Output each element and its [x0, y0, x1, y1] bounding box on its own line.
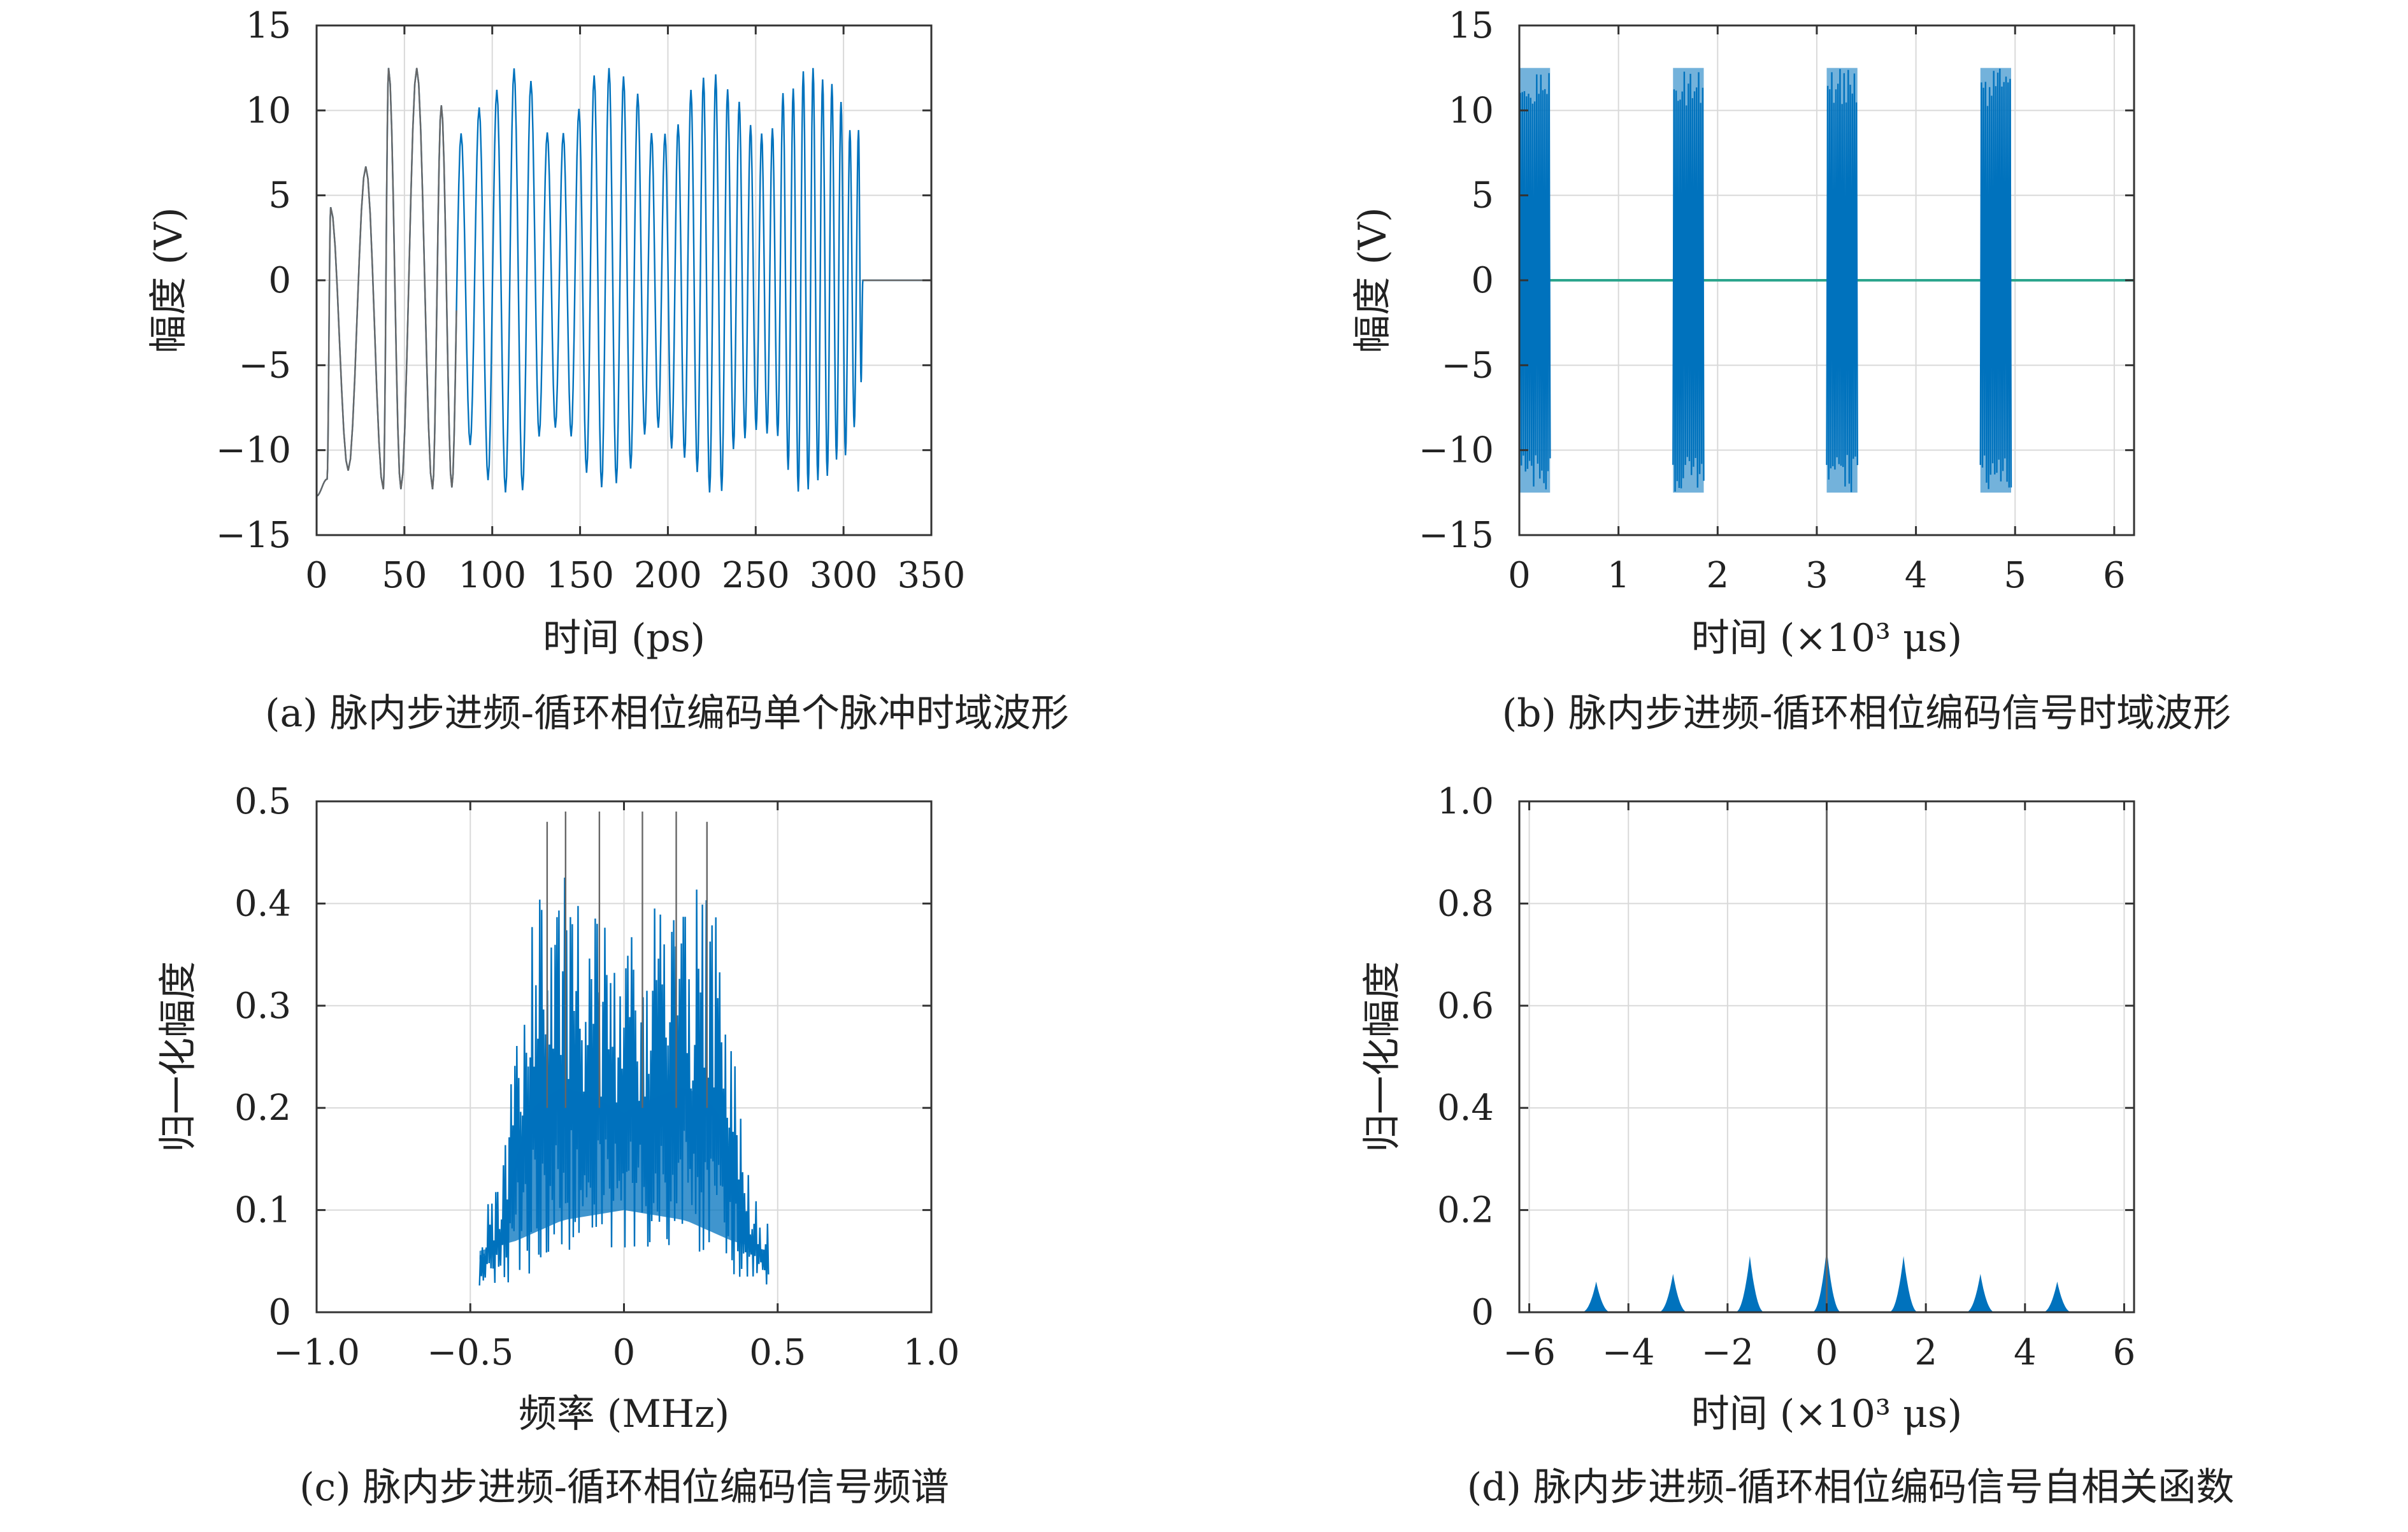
y-tick-label: 0: [1471, 1292, 1494, 1333]
x-axis-label: 时间 (×10³ μs): [1691, 1392, 1962, 1436]
chart-b: 0 1 2 3 4 5 6 −15 −10 −5 0 5 10 15 时间 (×10³ μs) 幅度 (V) (…: [1351, 5, 2231, 736]
x-tick-label: 6: [2113, 1332, 2136, 1373]
pulse-trace-3: [1826, 69, 1858, 492]
x-tick-label: 0: [1508, 555, 1531, 596]
y-tick-label: 0: [268, 260, 291, 301]
y-tick-label: 0.6: [1437, 985, 1494, 1027]
x-axis-label: 时间 (ps): [543, 616, 705, 661]
y-tick-label: 0.1: [234, 1190, 291, 1231]
y-tick-label: 1.0: [1437, 781, 1494, 822]
spectrum-core: [479, 1087, 769, 1260]
y-tick-label: 0.5: [234, 781, 291, 822]
y-tick-label: 0.2: [1437, 1190, 1494, 1231]
correlation-lobe-7: [2042, 1281, 2072, 1312]
subfigure-caption: (a) 脉内步进频-循环相位编码单个脉冲时域波形: [265, 691, 1069, 736]
subfigure-caption: (d) 脉内步进频-循环相位编码信号自相关函数: [1467, 1465, 2235, 1510]
y-tick-label: −5: [1441, 345, 1494, 386]
y-tick-label: 0: [268, 1292, 291, 1333]
x-tick-label: 2: [1914, 1332, 1937, 1373]
y-tick-label: −5: [238, 345, 291, 386]
correlation-lobe-2: [1658, 1273, 1688, 1312]
subfigure-caption: (b) 脉内步进频-循环相位编码信号时域波形: [1502, 691, 2232, 736]
series-group: [317, 68, 931, 497]
x-tick-label: 0: [1816, 1332, 1838, 1373]
x-tick-label: 300: [810, 555, 878, 596]
correlation-lobe-1: [1581, 1281, 1611, 1312]
x-tick-label: 50: [382, 555, 427, 596]
y-tick-label: 5: [1471, 175, 1494, 217]
y-tick-label: 0.4: [1437, 1087, 1494, 1129]
y-tick-label: 0.8: [1437, 883, 1494, 924]
x-tick-label: 4: [2014, 1332, 2037, 1373]
y-axis-label: 归一化幅度: [156, 961, 201, 1152]
x-tick-label: 100: [458, 555, 526, 596]
y-tick-label: 15: [1449, 5, 1494, 47]
y-tick-label: 10: [1449, 90, 1494, 131]
signal-trace-a-early: [317, 68, 457, 497]
x-axis-label: 时间 (×10³ μs): [1691, 616, 1962, 661]
y-axis-label: 幅度 (V): [1351, 207, 1395, 353]
y-tick-label: −15: [216, 515, 291, 556]
subfigure-caption: (c) 脉内步进频-循环相位编码信号频谱: [299, 1465, 949, 1510]
x-tick-label: −2: [1702, 1332, 1754, 1373]
y-tick-label: 0: [1471, 260, 1494, 301]
chart-c: −1.0 −0.5 0 0.5 1.0 0 0.1 0.2 0.3 0.4 0.5 频率 (MHz) 归…: [156, 781, 960, 1510]
x-tick-label: 4: [1905, 555, 1928, 596]
x-tick-label: 1.0: [903, 1332, 959, 1373]
x-tick-label: 200: [634, 555, 702, 596]
x-tick-label: 3: [1805, 555, 1828, 596]
x-tick-label: 0.5: [749, 1332, 806, 1373]
chart-d: −6 −4 −2 0 2 4 6 0 0.2 0.4 0.6 0.8 1.0 时间 (×10³ μs) 归一…: [1360, 781, 2234, 1510]
y-axis-label: 幅度 (V): [147, 207, 191, 353]
y-tick-label: −10: [216, 430, 291, 471]
x-tick-label: 350: [898, 555, 966, 596]
series-group: [1519, 68, 2134, 493]
chart-a: 0 50 100 150 200 250 300 350 −15 −10 −5 0 5 10 15 时间 (p…: [147, 5, 1069, 736]
signal-trace-a: [317, 68, 931, 497]
y-tick-label: 0.4: [234, 883, 291, 924]
pulse-trace-4: [1979, 68, 2012, 489]
x-tick-label: −1.0: [273, 1332, 360, 1373]
y-tick-label: 0.3: [234, 985, 291, 1027]
series-group: [1519, 801, 2134, 1312]
x-tick-label: −0.5: [427, 1332, 513, 1373]
x-tick-label: 5: [2003, 555, 2026, 596]
x-axis-label: 频率 (MHz): [519, 1392, 729, 1436]
x-tick-label: 6: [2103, 555, 2126, 596]
pulse-trace-2: [1672, 71, 1705, 492]
correlation-lobe-6: [1965, 1273, 1996, 1312]
x-tick-label: 250: [722, 555, 790, 596]
y-tick-label: 5: [268, 175, 291, 217]
y-tick-label: 15: [246, 5, 291, 47]
y-axis-label: 归一化幅度: [1360, 961, 1405, 1152]
y-tick-label: 10: [246, 90, 291, 131]
correlation-lobe-3: [1735, 1256, 1765, 1312]
x-tick-label: 150: [546, 555, 614, 596]
x-tick-label: −4: [1602, 1332, 1655, 1373]
correlation-lobe-5: [1888, 1256, 1919, 1312]
x-tick-label: 2: [1706, 555, 1729, 596]
x-tick-label: 0: [613, 1332, 636, 1373]
x-tick-label: 0: [305, 555, 328, 596]
y-tick-label: 0.2: [234, 1087, 291, 1129]
y-tick-label: −15: [1419, 515, 1494, 556]
series-group: [478, 812, 770, 1286]
x-tick-label: −6: [1503, 1332, 1556, 1373]
x-tick-label: 1: [1607, 555, 1630, 596]
pulse-trace-1: [1519, 73, 1551, 490]
y-tick-label: −10: [1419, 430, 1494, 471]
